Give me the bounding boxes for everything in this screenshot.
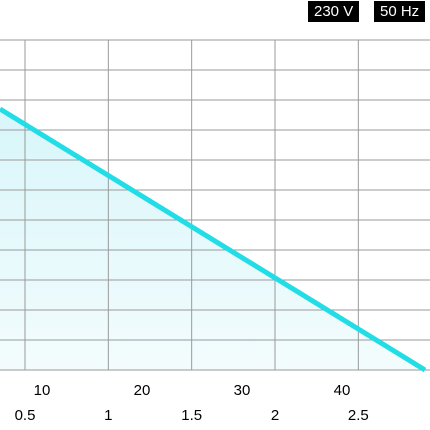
x-tick-label: 1.5	[181, 407, 202, 424]
x-tick-label: 0.5	[15, 407, 36, 424]
x2-tick-label: 20	[134, 382, 151, 399]
voltage-badge: 230 V	[308, 1, 360, 22]
x2-tick-label: 10	[34, 382, 51, 399]
curve	[0, 106, 427, 373]
x2-tick-label: 30	[234, 382, 251, 399]
x-tick-label: 2.5	[348, 407, 369, 424]
x-tick-label: 1	[104, 407, 112, 424]
x2-tick-label: 40	[334, 382, 351, 399]
x-tick-label: 2	[271, 407, 279, 424]
frequency-badge: 50 Hz	[374, 1, 426, 22]
